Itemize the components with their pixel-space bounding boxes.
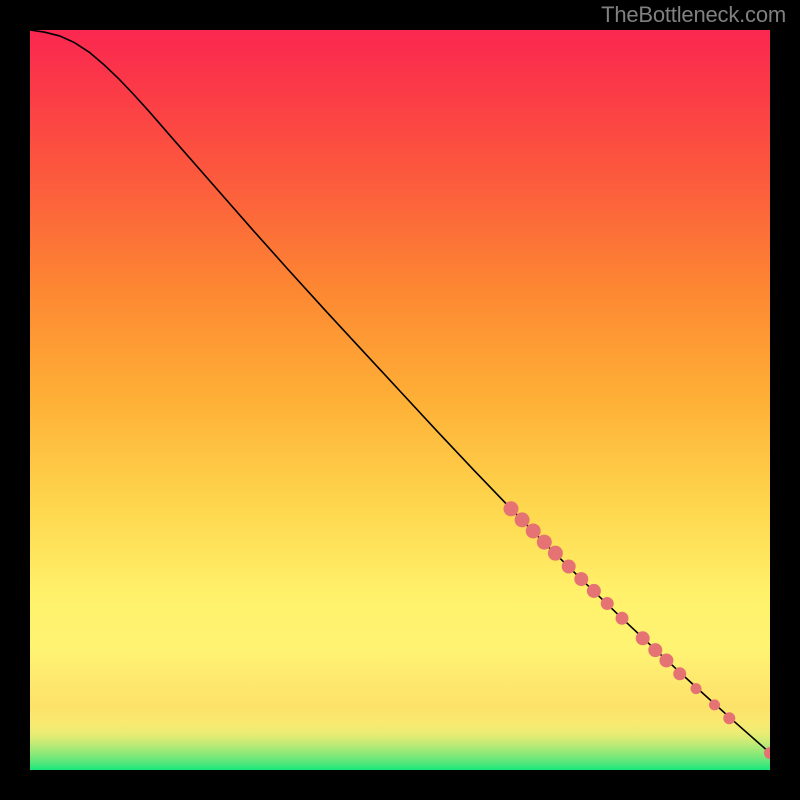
data-marker [548,546,563,561]
data-marker [616,612,629,625]
data-marker [659,653,673,667]
data-marker [562,560,576,574]
data-marker [648,643,662,657]
data-marker [515,512,530,527]
data-marker [709,699,720,710]
chart-plot-area [30,30,770,770]
chart-svg [30,30,770,770]
data-marker [723,712,735,724]
data-marker [691,683,702,694]
data-marker [587,584,601,598]
data-marker [504,501,519,516]
data-marker [574,572,588,586]
data-marker [537,535,552,550]
data-marker [601,597,614,610]
data-marker [636,631,650,645]
data-marker [526,523,541,538]
watermark-text: TheBottleneck.com [601,2,786,28]
chart-background [30,30,770,770]
data-marker [673,667,686,680]
